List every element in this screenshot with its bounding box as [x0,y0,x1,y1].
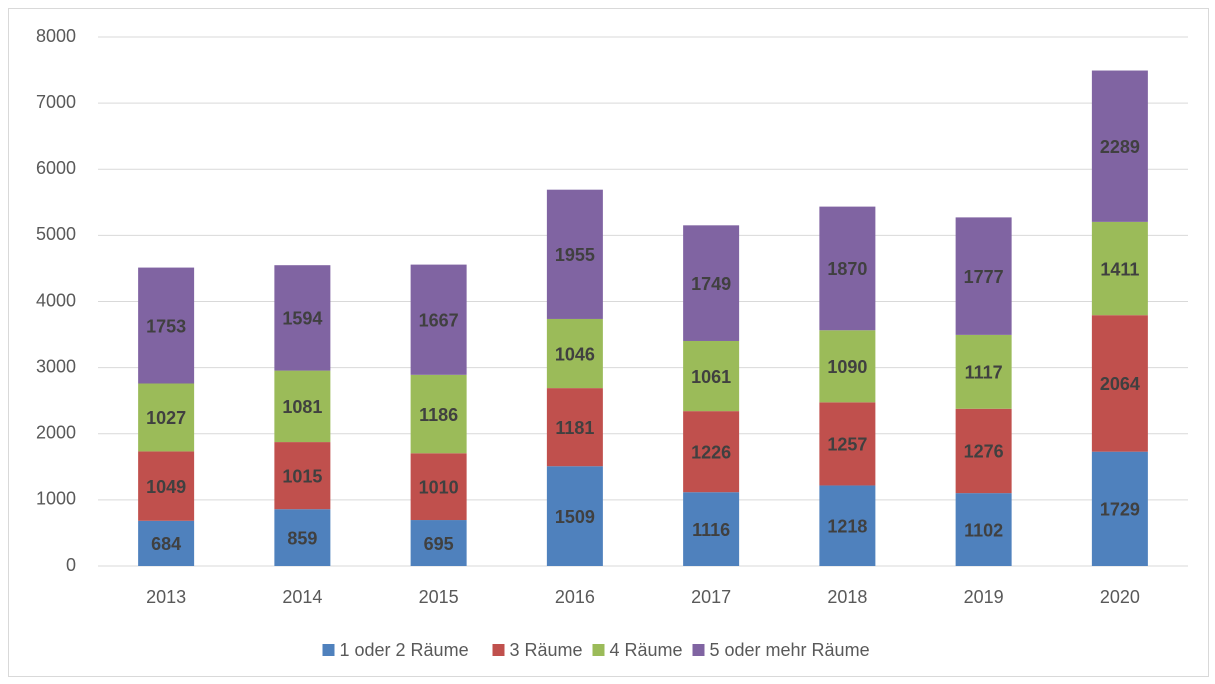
x-tick-label: 2018 [827,587,867,607]
bar-segment [683,340,740,412]
data-label: 1594 [282,309,322,329]
y-tick-label: 0 [66,555,76,575]
bar-segment [955,408,1012,494]
legend-swatch [592,644,605,656]
data-label: 1870 [827,259,867,279]
bar-segment [819,330,876,403]
y-tick-label: 7000 [36,92,76,112]
data-label: 684 [151,534,181,554]
legend-label: 5 oder mehr Räume [710,640,870,660]
legend-label: 3 Räume [510,640,583,660]
bar-segment [138,267,195,384]
data-label: 2064 [1100,374,1140,394]
legend-swatch [692,644,705,656]
data-label: 1010 [419,477,459,497]
x-tick-label: 2016 [555,587,595,607]
y-tick-label: 6000 [36,158,76,178]
data-label: 1276 [964,442,1004,462]
bar-segment [1091,70,1148,222]
bar-segment [546,318,603,389]
chart-frame [8,8,1209,677]
bar-segment [683,411,740,493]
data-label: 1117 [965,363,1003,383]
bar-segment [546,189,603,319]
data-label: 1049 [146,477,186,497]
x-tick-label: 2020 [1100,587,1140,607]
x-tick-label: 2019 [964,587,1004,607]
legend-label: 4 Räume [610,640,683,660]
bar-segment [955,493,1012,566]
legend-label: 1 oder 2 Räume [340,640,469,660]
bar-segment [1091,451,1148,566]
data-label: 1667 [419,310,459,330]
y-tick-label: 8000 [36,26,76,46]
data-label: 1046 [555,344,595,364]
x-tick-label: 2013 [146,587,186,607]
bar-segment [274,265,331,371]
bar-segment [410,264,467,375]
bar-segment [410,520,467,566]
bar-segment [683,492,740,566]
bar-segment [955,217,1012,335]
y-tick-label: 4000 [36,290,76,310]
y-tick-label: 1000 [36,489,76,509]
bar-segment [955,334,1012,409]
data-label: 1226 [691,442,731,462]
bar-segment [546,466,603,566]
data-label: 1257 [827,435,867,455]
x-tick-label: 2017 [691,587,731,607]
data-label: 1411 [1100,259,1139,279]
y-tick-label: 3000 [36,356,76,376]
bar-segment [410,453,467,521]
data-label: 1777 [964,267,1004,287]
data-label: 1090 [827,357,867,377]
y-tick-label: 5000 [36,224,76,244]
x-tick-label: 2014 [282,587,322,607]
legend-swatch [492,644,505,656]
bar-segment [1091,315,1148,452]
bar-segment [274,442,331,510]
data-label: 1015 [282,466,322,486]
bar-segment [138,383,195,452]
bar-segment [274,509,331,566]
data-label: 1186 [419,405,458,425]
data-label: 2289 [1100,137,1140,157]
x-tick-label: 2015 [419,587,459,607]
bar-segment [683,225,740,341]
data-label: 1509 [555,507,595,527]
data-label: 1102 [964,520,1003,540]
bar-segment [274,370,331,443]
bar-segment [138,520,195,566]
legend-swatch [322,644,335,656]
data-label: 1081 [282,397,322,417]
bar-segment [819,402,876,486]
data-label: 1218 [827,516,867,536]
data-label: 859 [287,528,317,548]
data-label: 1749 [691,274,731,294]
data-label: 1753 [146,316,186,336]
bar-segment [819,206,876,331]
data-label: 1116 [692,520,730,540]
data-label: 695 [424,534,454,554]
bar-segment [819,485,876,566]
data-label: 1181 [555,418,594,438]
data-label: 1729 [1100,500,1140,520]
bar-segment [1091,221,1148,316]
data-label: 1027 [146,408,186,428]
bar-segment [546,388,603,467]
y-tick-label: 2000 [36,423,76,443]
bar-segment [410,374,467,454]
data-label: 1955 [555,245,595,265]
bar-segment [138,451,195,521]
data-label: 1061 [691,367,731,387]
